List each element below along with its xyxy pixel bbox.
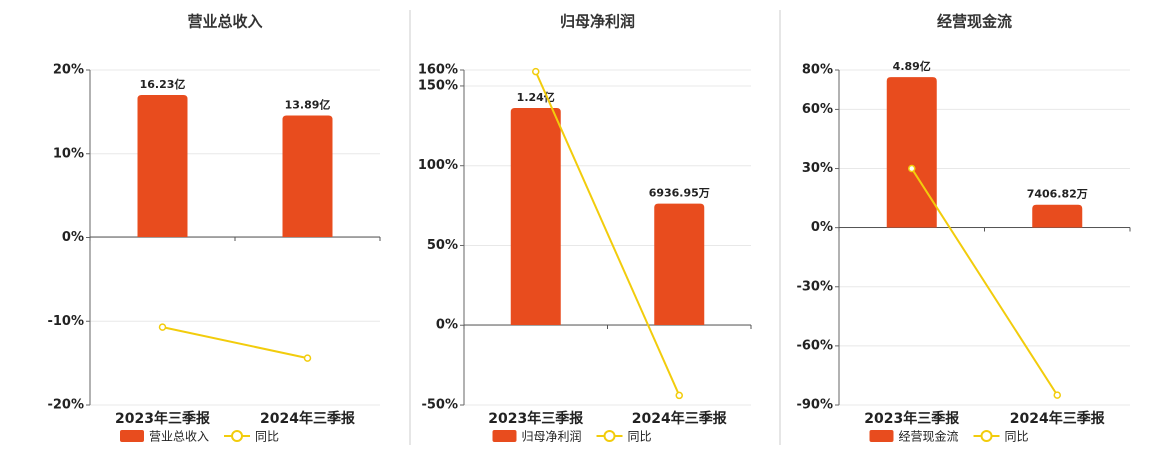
- bar: [886, 77, 937, 228]
- legend-marker: [980, 430, 993, 442]
- line-point: [675, 391, 683, 400]
- value-label: 13.89亿: [285, 97, 331, 111]
- y-tick-label: 60%: [802, 102, 833, 117]
- line-point: [158, 323, 167, 331]
- line-point: [1053, 391, 1061, 399]
- line-point: [908, 164, 916, 173]
- y-tick-label: -50%: [421, 398, 458, 413]
- line: [534, 71, 681, 396]
- line: [910, 167, 1059, 396]
- x-tick-label: 2023年三季报: [864, 410, 959, 427]
- legend-swatch: [869, 430, 894, 442]
- chart-title: 经营现金流: [937, 13, 1012, 31]
- legend-marker: [231, 430, 244, 442]
- y-tick-label: -20%: [47, 398, 84, 413]
- y-tick-label: 100%: [418, 158, 458, 173]
- legend-marker: [603, 430, 616, 442]
- x-tick-label: 2023年三季报: [115, 410, 210, 427]
- y-tick-label: 30%: [802, 161, 833, 176]
- y-tick-label: 50%: [427, 238, 458, 253]
- bar: [282, 115, 333, 238]
- y-tick-label: -60%: [796, 338, 833, 353]
- legend-label: 经营现金流: [899, 429, 959, 444]
- bar: [1032, 204, 1083, 228]
- y-tick-label: 0%: [436, 318, 458, 333]
- legend-label: 同比: [628, 430, 652, 444]
- x-tick-label: 2024年三季报: [632, 410, 727, 427]
- x-tick-label: 2024年三季报: [260, 410, 355, 427]
- legend-swatch: [492, 430, 517, 442]
- y-tick-label: 0%: [811, 220, 833, 235]
- y-tick-label: -10%: [47, 314, 84, 329]
- y-tick-label: 20%: [53, 63, 84, 78]
- x-tick-label: 2023年三季报: [488, 410, 583, 427]
- x-tick-label: 2024年三季报: [1010, 410, 1105, 427]
- legend-label: 同比: [255, 430, 279, 444]
- y-tick-label: 10%: [53, 146, 84, 161]
- y-tick-label: 150%: [418, 78, 458, 93]
- line: [162, 326, 308, 360]
- y-tick-label: -30%: [796, 279, 833, 294]
- y-tick-label: -90%: [796, 398, 833, 413]
- y-tick-label: 160%: [418, 63, 458, 78]
- legend-label: 同比: [1005, 430, 1029, 444]
- legend-label: 归母净利润: [522, 430, 582, 444]
- y-tick-label: 80%: [802, 63, 833, 78]
- value-label: 7406.82万: [1027, 188, 1088, 201]
- legend-label: 营业总收入: [149, 430, 209, 444]
- y-tick-label: 0%: [62, 230, 84, 245]
- value-label: 6936.95万: [649, 187, 710, 200]
- bar: [137, 95, 188, 238]
- line-point: [532, 67, 540, 76]
- legend-swatch: [120, 430, 144, 442]
- chart-title: 归母净利润: [560, 13, 635, 31]
- value-label: 4.89亿: [893, 59, 931, 73]
- line-point: [303, 354, 312, 362]
- bar: [510, 107, 561, 326]
- chart-title: 营业总收入: [187, 13, 262, 31]
- value-label: 16.23亿: [140, 77, 186, 91]
- bar: [654, 203, 705, 326]
